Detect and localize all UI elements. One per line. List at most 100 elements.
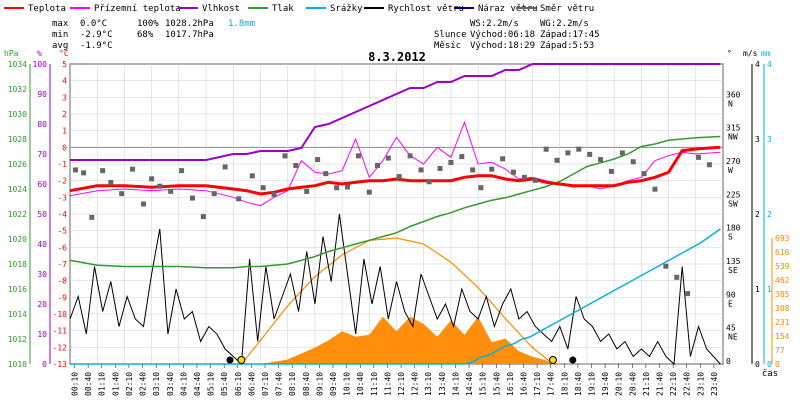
time-tick-label: 20:40 xyxy=(628,372,637,396)
temp-tick-label: 0 xyxy=(62,143,67,152)
moon-set: Západ:5:53 xyxy=(540,41,594,51)
wind-dir-point xyxy=(271,191,277,197)
time-tick-label: 09:40 xyxy=(329,372,338,396)
dir-tick-letter: NE xyxy=(728,333,738,342)
wind-dir-point xyxy=(696,154,702,160)
wind-dir-point xyxy=(685,291,691,297)
solar-energy-area xyxy=(241,316,553,364)
temp-tick-label: 5 xyxy=(62,60,67,69)
wind-wg: WG:2.2m/s xyxy=(540,19,589,29)
wind-dir-point xyxy=(418,167,424,173)
stat-min-press: 1017.7hPa xyxy=(165,30,214,40)
dir-tick-label: 45 xyxy=(726,324,736,333)
ms-tick-label: 4 xyxy=(755,60,760,69)
temp-tick-label: -11 xyxy=(53,327,68,336)
pct-tick-label: 70 xyxy=(37,150,47,159)
stat-avg-temp: -1.9°C xyxy=(80,41,113,51)
wm2-tick-label: 462 xyxy=(775,276,790,285)
legend-label-5: Rychlost větru xyxy=(388,4,464,14)
temp-tick-label: -8 xyxy=(57,277,67,286)
dir-tick-label: 0 xyxy=(726,357,731,366)
time-tick-label: 05:10 xyxy=(207,372,216,396)
wind-dir-point xyxy=(630,159,636,165)
wm2-tick-label: 616 xyxy=(775,248,790,257)
wind-dir-point xyxy=(304,188,310,194)
wind-dir-point xyxy=(532,177,538,183)
wind-dir-point xyxy=(706,162,712,168)
time-tick-label: 07:10 xyxy=(261,372,270,396)
wind-dir-point xyxy=(345,184,351,190)
time-tick-label: 17:40 xyxy=(547,372,556,396)
pct-tick-label: 100 xyxy=(33,60,48,69)
temp-tick-label: -10 xyxy=(53,310,68,319)
time-tick-label: 06:40 xyxy=(247,372,256,396)
wm2-tick-label: 77 xyxy=(775,346,785,355)
rain-line xyxy=(70,228,721,365)
wind-dir-point xyxy=(323,171,329,177)
wind-dir-point xyxy=(565,150,571,156)
wm2-tick-label: 308 xyxy=(775,304,790,313)
wind-dir-point xyxy=(598,157,604,163)
wind-dir-point xyxy=(448,160,454,166)
time-tick-label: 03:40 xyxy=(166,372,175,396)
time-tick-label: 23:40 xyxy=(710,372,719,396)
time-tick-label: 01:40 xyxy=(111,372,120,396)
dir-tick-label: 315 xyxy=(726,124,741,133)
time-tick-label: 04:40 xyxy=(193,372,202,396)
hpa-tick-label: 1034 xyxy=(8,60,27,69)
dir-tick-letter: SW xyxy=(728,199,738,208)
temp-tick-label: -12 xyxy=(53,343,68,352)
dir-tick-letter: NW xyxy=(728,133,738,142)
time-tick-label: 07:40 xyxy=(275,372,284,396)
moonrise-marker xyxy=(569,356,577,364)
dir-tick-label: 180 xyxy=(726,224,741,233)
sun-moon-panel: WS:2.2m/s WG:2.2m/s Slunce Východ:06:18 … xyxy=(434,19,600,51)
ms-tick-label: 0 xyxy=(755,360,760,369)
legend-label-7: Směr větru xyxy=(540,4,594,14)
wind-ws: WS:2.2m/s xyxy=(470,19,519,29)
wind-dir-point xyxy=(355,153,361,159)
wind-dir-point xyxy=(260,185,266,191)
time-tick-label: 14:40 xyxy=(465,372,474,396)
wind-dir-point xyxy=(543,146,549,152)
wind-dir-point xyxy=(334,185,340,191)
pct-tick-label: 60 xyxy=(37,180,47,189)
time-tick-label: 02:10 xyxy=(125,372,134,396)
wind-dir-point xyxy=(521,174,527,180)
temp-tick-label: -9 xyxy=(57,293,67,302)
time-tick-label: 19:40 xyxy=(601,372,610,396)
hpa-tick-label: 1018 xyxy=(8,260,27,269)
ms-tick-label: 1 xyxy=(755,285,760,294)
wind-dir-point xyxy=(119,191,125,197)
hpa-tick-label: 1010 xyxy=(8,360,27,369)
moon-rise: Východ:18:29 xyxy=(470,41,535,51)
time-tick-label: 10:40 xyxy=(356,372,365,396)
time-tick-label: 22:10 xyxy=(669,372,678,396)
time-tick-label: 18:10 xyxy=(560,372,569,396)
time-tick-label: 09:10 xyxy=(315,372,324,396)
ms-tick-label: 2 xyxy=(755,210,760,219)
time-tick-label: 12:10 xyxy=(397,372,406,396)
time-tick-label: 06:10 xyxy=(234,372,243,396)
legend-label-2: Vlhkost xyxy=(202,4,240,14)
legend-label-0: Teplota xyxy=(28,4,66,14)
wind-dir-point xyxy=(157,183,163,189)
wind-dir-point xyxy=(459,154,465,160)
time-tick-label: 22:40 xyxy=(683,372,692,396)
legend-label-3: Tlak xyxy=(272,4,294,14)
stat-avg-label: avg xyxy=(52,41,68,51)
wm2-tick-label: 693 xyxy=(775,234,790,243)
stat-min-hum: 68% xyxy=(137,30,154,40)
time-tick-label: 00:40 xyxy=(84,372,93,396)
wind-dir-point xyxy=(89,214,95,220)
temp-tick-label: 3 xyxy=(62,93,67,102)
time-tick-label: 21:10 xyxy=(642,372,651,396)
wind-dir-point xyxy=(437,165,443,171)
mm-axis-unit: mm xyxy=(761,49,771,58)
stat-max-label: max xyxy=(52,19,69,29)
mm-tick-label: 0 xyxy=(767,360,772,369)
pct-tick-label: 80 xyxy=(37,120,47,129)
time-tick-label: 19:10 xyxy=(587,372,596,396)
hpa-tick-label: 1022 xyxy=(8,210,27,219)
temp-tick-label: 4 xyxy=(62,77,67,86)
